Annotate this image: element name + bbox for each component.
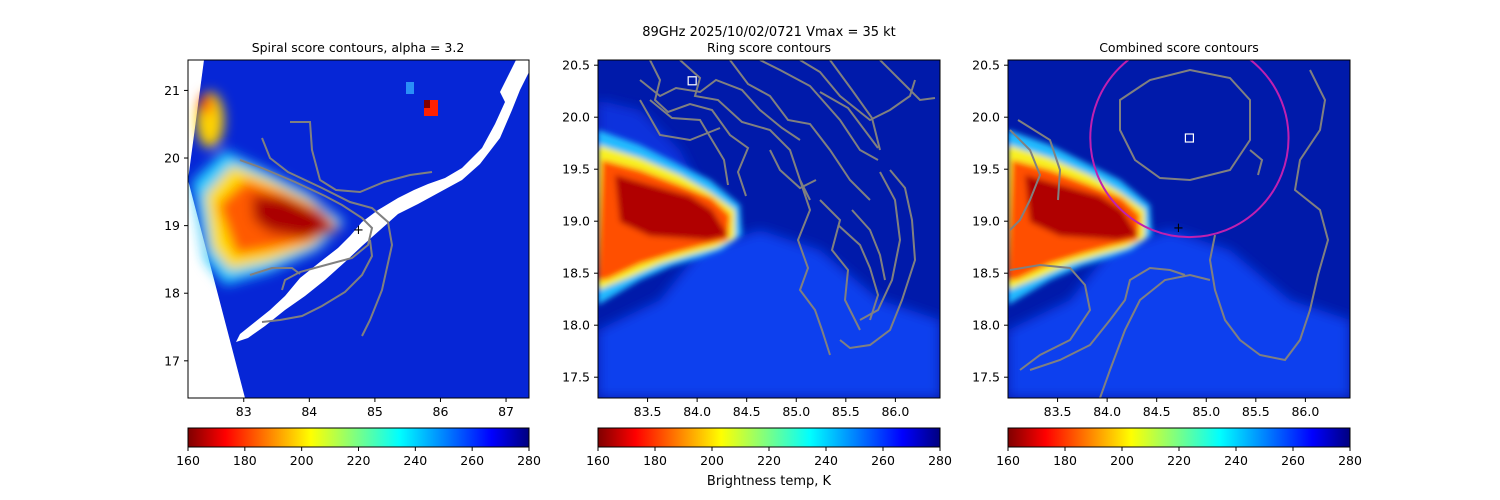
y-tick-label: 19.5: [972, 162, 1000, 177]
panel-title: Ring score contours: [707, 40, 831, 55]
colorbar-tick-label: 260: [871, 453, 895, 468]
combined-contours: [1009, 68, 1330, 398]
cold-cell: [424, 100, 430, 108]
y-tick-label: 19.0: [562, 214, 590, 229]
x-tick-label: 86.0: [1291, 404, 1319, 419]
y-tick-label: 20.0: [562, 110, 590, 125]
y-tick-label: 20.5: [972, 58, 1000, 73]
x-tick-label: 84: [301, 404, 317, 419]
y-tick-label: 18.5: [972, 266, 1000, 281]
colorbar-ticks: 160 180 200 220 240 260 280: [176, 447, 541, 468]
cold-cloud-shield: [598, 130, 742, 305]
x-tick-label: 85.5: [832, 404, 860, 419]
panel-ring: Ring score contours: [562, 40, 952, 489]
y-tick-label: 20.0: [972, 110, 1000, 125]
colorbar: [1007, 427, 1351, 448]
x-tick-label: 86: [433, 404, 449, 419]
y-tick-label: 17.5: [972, 370, 1000, 385]
square-marker: [1184, 133, 1195, 143]
square-marker: [687, 76, 697, 86]
x-tick-label: 85.0: [1192, 404, 1220, 419]
x-tick-label: 84.0: [1093, 404, 1121, 419]
x-tick-label: 84.5: [733, 404, 761, 419]
y-tick-label: 18: [164, 286, 180, 301]
y-tick-label: 19.0: [972, 214, 1000, 229]
panel-title: Combined score contours: [1099, 40, 1259, 55]
colorbar-tick-label: 280: [517, 453, 541, 468]
x-axis: 83.5 84.0 84.5 85.0 85.5 86.0: [1044, 398, 1319, 419]
x-tick-label: 85.5: [1242, 404, 1270, 419]
colorbar-tick-label: 240: [1224, 453, 1248, 468]
y-tick-label: 18.0: [562, 318, 590, 333]
colorbar-tick-label: 180: [233, 453, 257, 468]
plus-marker: +: [1173, 221, 1184, 236]
colorbar-tick-label: 220: [347, 453, 371, 468]
colorbar-tick-label: 280: [1338, 453, 1362, 468]
colorbar-ticks: 160 180 200 220 240 260 280: [996, 447, 1362, 468]
y-tick-label: 17: [164, 353, 180, 368]
x-tick-label: 85.0: [782, 404, 810, 419]
search-radius-circle: [1089, 60, 1290, 239]
y-axis: 17 18 19 20 21: [164, 83, 188, 368]
colorbar-tick-label: 160: [586, 453, 610, 468]
y-tick-label: 18.5: [562, 266, 590, 281]
colorbar-label: Brightness temp, K: [707, 474, 832, 489]
colorbar-ticks: 160 180 200 220 240 260 280: [586, 447, 952, 468]
spiral-contours: [239, 121, 433, 337]
ring-contours: [639, 60, 936, 356]
x-tick-label: 84.0: [683, 404, 711, 419]
panel-title: Spiral score contours, alpha = 3.2: [252, 40, 465, 55]
colorbar: [187, 427, 530, 448]
colorbar-tick-label: 200: [1110, 453, 1134, 468]
plot-frame: [597, 59, 941, 399]
x-tick-label: 87: [498, 404, 514, 419]
no-data-streak: [236, 60, 529, 342]
panel-spiral: Spiral score contours, alpha = 3.2: [164, 40, 541, 468]
colorbar-tick-label: 260: [460, 453, 484, 468]
colorbar-tick-label: 200: [290, 453, 314, 468]
y-tick-label: 17.5: [562, 370, 590, 385]
cold-cloud-shield: [1008, 130, 1152, 305]
panel-combined: Combined score contours: [972, 40, 1362, 468]
colorbar-tick-label: 160: [176, 453, 200, 468]
y-tick-label: 21: [164, 83, 180, 98]
x-tick-label: 84.5: [1143, 404, 1171, 419]
y-axis: 17.5 18.0 18.5 19.0 19.5 20.0 20.5: [562, 58, 598, 385]
colorbar-tick-label: 180: [1053, 453, 1077, 468]
y-tick-label: 20.5: [562, 58, 590, 73]
colorbar-tick-label: 240: [814, 453, 838, 468]
colorbar-tick-label: 220: [1167, 453, 1191, 468]
plot-frame: [187, 59, 530, 399]
colorbar-tick-label: 200: [700, 453, 724, 468]
colorbar-tick-label: 220: [757, 453, 781, 468]
colorbar-tick-label: 280: [928, 453, 952, 468]
y-tick-label: 20: [164, 151, 180, 166]
x-tick-label: 85: [367, 404, 383, 419]
colorbar-tick-label: 180: [643, 453, 667, 468]
x-axis: 83.5 84.0 84.5 85.0 85.5 86.0: [634, 398, 909, 419]
y-tick-label: 19.5: [562, 162, 590, 177]
y-tick-label: 19: [164, 218, 180, 233]
x-tick-label: 83.5: [634, 404, 662, 419]
cold-cell: [406, 82, 414, 94]
figure-suptitle: 89GHz 2025/10/02/0721 Vmax = 35 kt: [642, 25, 896, 40]
x-tick-label: 83: [236, 404, 252, 419]
colorbar-tick-label: 260: [1281, 453, 1305, 468]
colorbar-tick-label: 240: [403, 453, 427, 468]
x-tick-label: 86.0: [881, 404, 909, 419]
y-tick-label: 18.0: [972, 318, 1000, 333]
plot-frame: [1007, 59, 1351, 399]
plus-marker: +: [353, 223, 364, 238]
colorbar: [597, 427, 941, 448]
x-axis: 83 84 85 86 87: [236, 398, 514, 419]
y-axis: 17.5 18.0 18.5 19.0 19.5 20.0 20.5: [972, 58, 1008, 385]
x-tick-label: 83.5: [1044, 404, 1072, 419]
cold-cloud-shield: [192, 92, 345, 285]
colorbar-tick-label: 160: [996, 453, 1020, 468]
